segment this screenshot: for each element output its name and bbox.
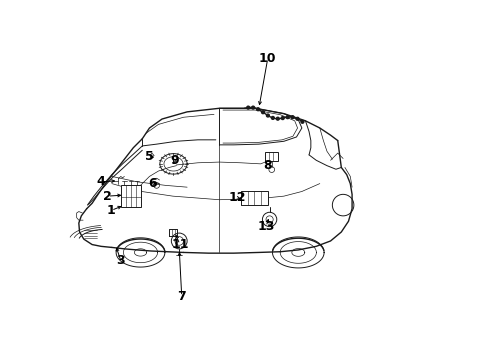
Circle shape	[271, 117, 274, 120]
Text: 6: 6	[148, 177, 157, 190]
Text: 9: 9	[170, 154, 179, 167]
Bar	[265, 152, 278, 161]
Text: 2: 2	[103, 190, 112, 203]
Text: 3: 3	[116, 254, 125, 267]
Text: 12: 12	[228, 192, 245, 204]
Circle shape	[295, 117, 298, 120]
Text: 7: 7	[177, 290, 186, 303]
Circle shape	[301, 120, 303, 123]
Text: 13: 13	[257, 220, 274, 233]
Text: 5: 5	[145, 150, 154, 163]
Text: 8: 8	[263, 159, 271, 172]
Bar	[241, 191, 267, 205]
Circle shape	[261, 111, 264, 114]
Text: 10: 10	[259, 51, 276, 64]
Bar	[121, 185, 140, 207]
Circle shape	[276, 117, 279, 120]
Text: 11: 11	[171, 238, 188, 251]
Circle shape	[281, 117, 284, 120]
Circle shape	[256, 108, 259, 111]
Circle shape	[251, 106, 254, 109]
Circle shape	[246, 106, 249, 109]
Circle shape	[266, 114, 269, 117]
Circle shape	[285, 116, 288, 118]
Circle shape	[290, 116, 293, 118]
Text: 4: 4	[96, 175, 104, 188]
Text: 1: 1	[106, 204, 115, 217]
